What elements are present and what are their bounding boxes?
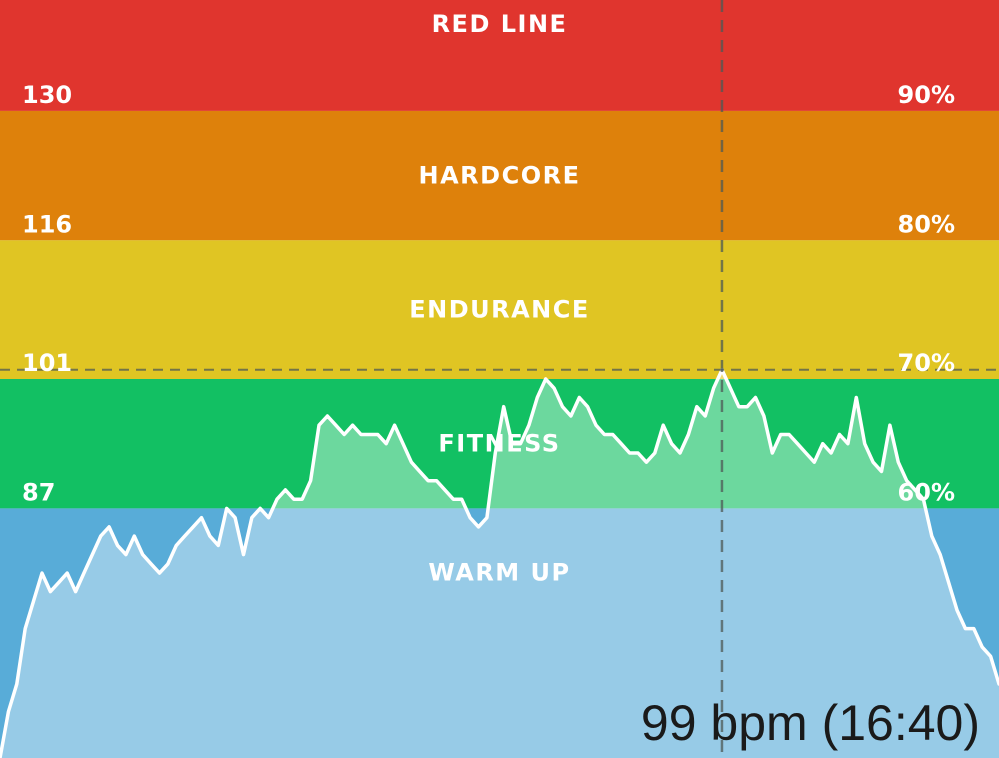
- zone-name-endurance: ENDURANCE: [409, 296, 590, 324]
- zone-percent-hardcore: 80%: [898, 210, 955, 238]
- zone-name-hardcore: HARDCORE: [419, 162, 581, 190]
- zone-band-hardcore: [0, 110, 999, 241]
- zone-band-warm-up: [0, 508, 999, 758]
- zone-band-endurance: [0, 240, 999, 379]
- zone-name-red-line: RED LINE: [432, 10, 568, 38]
- heart-rate-series: [0, 368, 999, 758]
- zone-percent-red-line: 90%: [898, 81, 955, 109]
- zone-labels: RED LINE 130 90% HARDCORE 116 80% ENDURANCE 101…: [22, 10, 955, 586]
- zone-name-fitness: FITNESS: [438, 430, 560, 458]
- heart-rate-line: [0, 368, 999, 758]
- zone-band-red-line: [0, 0, 999, 111]
- zone-name-warm-up: WARM UP: [428, 558, 570, 586]
- zone-bpm-endurance: 101: [22, 349, 72, 377]
- zone-band-fitness: [0, 379, 999, 509]
- heart-rate-area: [0, 369, 999, 758]
- zone-bpm-hardcore: 116: [22, 210, 72, 238]
- cursor-readout: 99 bpm (16:40): [641, 695, 980, 751]
- zone-bpm-red-line: 130: [22, 81, 72, 109]
- zone-percent-fitness: 60%: [898, 478, 955, 506]
- zone-percent-endurance: 70%: [898, 349, 955, 377]
- zone-bpm-fitness: 87: [22, 478, 55, 506]
